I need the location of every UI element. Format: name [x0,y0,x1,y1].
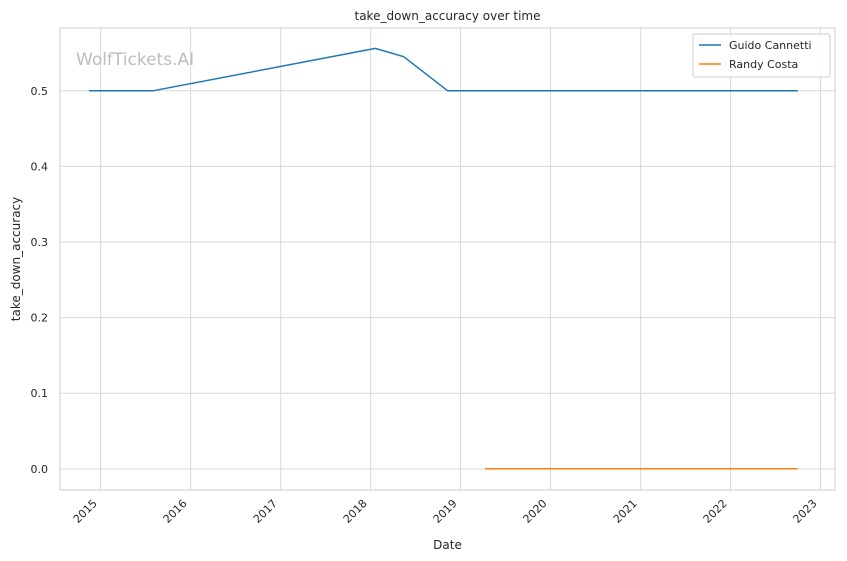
plot-background [60,28,835,490]
legend-label-2: Randy Costa [729,58,798,71]
legend: Guido Cannetti Randy Costa [692,33,831,78]
legend-box [692,33,831,78]
y-tick-label: 0.4 [31,160,49,173]
x-tick-label: 2023 [791,497,820,526]
y-tick-labels: 0.0 0.1 0.2 0.3 0.4 0.5 [31,85,49,476]
series-lines [89,47,798,470]
chart-title: take_down_accuracy over time [355,9,541,23]
x-tick-label: 2015 [71,497,100,526]
plot-frame [59,27,836,491]
y-tick-label: 0.2 [31,312,49,325]
x-tick-label: 2016 [161,497,190,526]
x-tick-label: 2021 [611,497,640,526]
y-tick-label: 0.0 [31,463,49,476]
legend-label-1: Guido Cannetti [729,39,812,52]
y-tick-label: 0.1 [31,387,49,400]
x-tick-label: 2020 [521,497,550,526]
x-tick-label: 2017 [251,497,280,526]
x-tick-label: 2019 [431,497,460,526]
series-line-1 [89,47,798,92]
x-tick-label: 2018 [341,497,370,526]
x-axis-label: Date [433,538,462,552]
y-tick-label: 0.3 [31,236,49,249]
x-tick-label: 2022 [701,497,730,526]
y-tick-label: 0.5 [31,85,49,98]
y-axis-label: take_down_accuracy [9,197,23,321]
watermark: WolfTickets.AI [76,50,194,70]
x-tick-labels: 2015 2016 2017 2018 2019 2020 2021 2022 2023 [71,497,820,526]
